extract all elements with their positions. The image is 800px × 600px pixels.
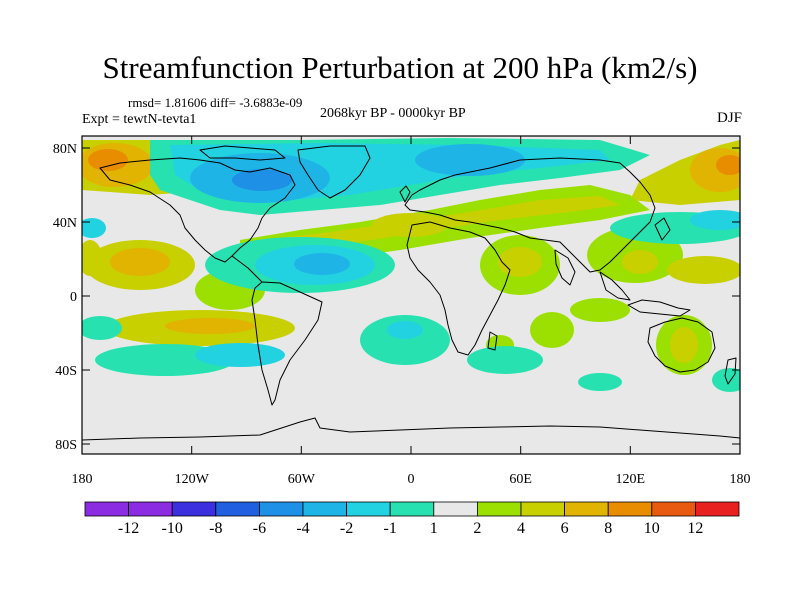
- arctic-positive-peak-west: [88, 149, 128, 171]
- greenland-coast: [297, 145, 371, 199]
- south-pacific-negative-core: [195, 343, 285, 367]
- colorbar-label: -6: [253, 520, 266, 537]
- colorbar: -12 -10 -8 -6 -4 -2 -1 1 2 4 6 8 10 12: [84, 501, 740, 537]
- colorbar-swatch: [476, 501, 522, 517]
- southeast-asia-coast: [599, 271, 631, 301]
- colorbar-label: -2: [340, 520, 353, 537]
- africa-coast: [406, 221, 511, 356]
- arctic-islands-coast: [199, 145, 286, 161]
- lat-tick-label: 80N: [53, 142, 77, 157]
- coastlines: [82, 145, 740, 441]
- south-america-coast: [251, 281, 323, 406]
- lat-tick-label: 80S: [55, 438, 77, 453]
- colorbar-swatch: [84, 501, 129, 517]
- colorbar-swatch: [564, 501, 609, 517]
- lon-tick-label: 0: [408, 472, 415, 487]
- colorbar-label: 6: [561, 520, 569, 537]
- season-label: DJF: [716, 110, 742, 126]
- colorbar-swatch: [302, 501, 347, 517]
- colorbar-swatch: [258, 501, 304, 517]
- lon-tick-label: 60E: [509, 472, 532, 487]
- indian-subcontinent-coast: [554, 249, 576, 286]
- indian-positive-1: [530, 312, 574, 348]
- colorbar-label: 10: [644, 520, 660, 537]
- indian-positive-2: [570, 298, 630, 322]
- arctic-positive-peak-east: [716, 155, 740, 175]
- asia-positive-core: [622, 250, 658, 274]
- canada-negative-peak: [232, 169, 292, 191]
- colorbar-label: 1: [430, 520, 438, 537]
- colorbar-label: -12: [118, 520, 139, 537]
- latitude-axis: 80N 40N 0 40S 80S: [53, 142, 740, 453]
- uk-coast: [399, 185, 411, 203]
- colorbar-label: -1: [384, 520, 397, 537]
- africa-positive-core: [498, 247, 542, 277]
- tropical-atlantic-negative-core: [294, 253, 350, 275]
- maritime-continent-coast: [627, 299, 691, 317]
- lon-tick-label: 180: [730, 472, 751, 487]
- colorbar-label: 2: [473, 520, 481, 537]
- colorbar-swatch: [651, 501, 696, 517]
- lat-tick-label: 40S: [55, 364, 77, 379]
- japan-coast: [654, 217, 671, 241]
- europe-asia-coast: [404, 157, 656, 273]
- colorbar-label: 12: [687, 520, 703, 537]
- atlantic-positive-core: [372, 213, 448, 237]
- colorbar-swatch: [433, 501, 478, 517]
- colorbar-label: -4: [296, 520, 309, 537]
- negative-anomaly-regions: [82, 138, 740, 392]
- pacific-positive-core: [110, 248, 170, 276]
- northeast-pacific-negative-inner: [690, 210, 740, 230]
- colorbar-swatch: [520, 501, 565, 517]
- new-zealand-coast: [724, 357, 737, 385]
- lon-tick-label: 180: [72, 472, 93, 487]
- colorbar-label: 4: [517, 520, 525, 537]
- west-edge-negative: [82, 218, 106, 238]
- south-pacific-positive-core: [165, 318, 255, 334]
- longitude-axis: 180 120W 60W 0 60E 120E 180: [72, 136, 751, 487]
- colorbar-swatch: [389, 501, 435, 517]
- colorbar-swatch: [215, 501, 260, 517]
- experiment-label: Expt = tewtN-tevta1: [82, 112, 197, 127]
- colorbar-swatch: [128, 501, 173, 517]
- west-pacific-negative: [82, 316, 122, 340]
- central-america-coast: [231, 255, 263, 283]
- east-pacific-positive: [667, 256, 740, 284]
- lat-tick-label: 0: [70, 290, 77, 305]
- north-america-coast: [99, 157, 296, 263]
- indian-ocean-negative: [467, 346, 543, 374]
- south-atlantic-negative-core: [387, 321, 423, 339]
- australia-positive-core: [670, 327, 698, 363]
- antarctica-coast: [82, 417, 740, 441]
- east-pacific-negative: [712, 368, 740, 392]
- contour-fields: [82, 138, 740, 392]
- south-atlantic-negative: [360, 315, 450, 365]
- australia-coast: [647, 317, 716, 373]
- colorbar-swatch: [695, 501, 740, 517]
- pacific-positive-outer: [82, 240, 102, 276]
- colorbar-label: 8: [604, 520, 612, 537]
- colorbar-label: -8: [209, 520, 222, 537]
- period-label: 2068kyr BP - 0000kyr BP: [320, 106, 466, 121]
- colorbar-swatch: [346, 501, 391, 517]
- lon-tick-label: 120W: [175, 472, 210, 487]
- colorbar-swatch: [607, 501, 653, 517]
- colorbar-label: -10: [162, 520, 183, 537]
- europe-negative-core: [415, 144, 525, 176]
- lon-tick-label: 60W: [288, 472, 316, 487]
- stats-text: rmsd= 1.81606 diff= -3.6883e-09: [128, 95, 303, 110]
- lon-tick-label: 120E: [616, 472, 646, 487]
- colorbar-swatch: [171, 501, 217, 517]
- chart-title: Streamfunction Perturbation at 200 hPa (…: [102, 50, 698, 85]
- southern-ocean-negative: [578, 373, 622, 391]
- madagascar-coast: [487, 331, 498, 351]
- lat-tick-label: 40N: [53, 216, 77, 231]
